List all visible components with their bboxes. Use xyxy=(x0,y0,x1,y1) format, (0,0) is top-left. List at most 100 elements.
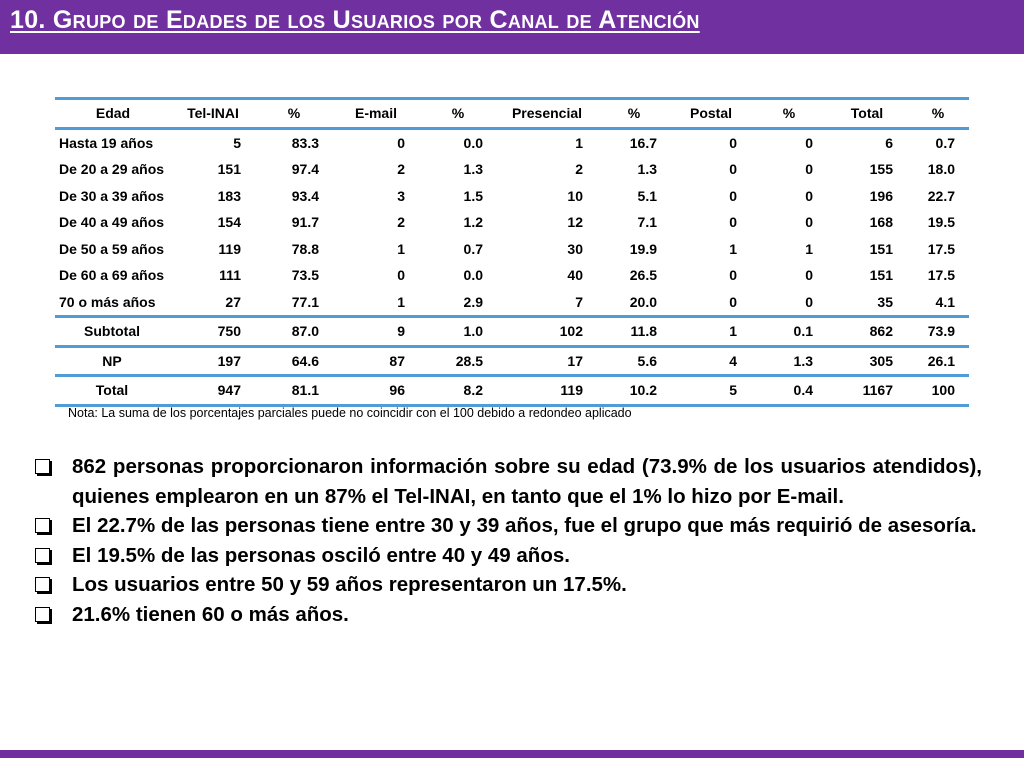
bullet-item: 862 personas proporcionaron información … xyxy=(32,452,982,511)
table-cell: 17 xyxy=(567,352,583,369)
table-cell: 0 xyxy=(729,187,737,204)
table-cell: 0 xyxy=(805,187,813,204)
table-cell: 87 xyxy=(389,352,405,369)
row-label-cell: NP xyxy=(102,352,122,369)
table-cell: 1.2 xyxy=(463,214,483,231)
table-cell: 168 xyxy=(869,214,893,231)
table-cell: 2 xyxy=(397,214,405,231)
table-cell: 2 xyxy=(575,161,583,178)
table-cell: 102 xyxy=(559,323,583,340)
bullet-item: Los usuarios entre 50 y 59 años represen… xyxy=(32,570,982,600)
table-cell: 750 xyxy=(217,323,241,340)
table-cell: 16.7 xyxy=(629,134,657,151)
table-cell: 1167 xyxy=(862,382,893,399)
table-header-cell: % xyxy=(931,105,945,122)
checkbox-bullet-icon xyxy=(35,518,50,533)
table-cell: 5.6 xyxy=(637,352,657,369)
table-cell: 151 xyxy=(869,240,893,257)
table-cell: 1.0 xyxy=(463,323,483,340)
table-row: De 60 a 69 años 111 73.5 0 0.0 40 26.5 0 0 151 17.… xyxy=(55,262,969,289)
checkbox-bullet-icon xyxy=(35,547,50,563)
table-cell: 0 xyxy=(397,267,405,284)
table-cell: 83.3 xyxy=(291,134,319,151)
bullet-text: Los usuarios entre 50 y 59 años represen… xyxy=(72,573,627,596)
table-cell: 119 xyxy=(560,382,583,399)
table-cell: 197 xyxy=(217,352,241,369)
table-cell: 78.8 xyxy=(291,240,319,257)
table-cell: 10 xyxy=(567,187,583,204)
table-row: NP 197 64.6 87 28.5 17 5.6 4 1.3 305 26.1 xyxy=(55,346,969,376)
row-label-cell: De 20 a 29 años xyxy=(59,161,165,178)
bottom-bar xyxy=(0,750,1024,758)
table-cell: 0 xyxy=(397,134,405,151)
bullet-item: 21.6% tienen 60 o más años. xyxy=(32,600,982,630)
table-cell: 183 xyxy=(217,187,241,204)
table-cell: 1 xyxy=(575,134,583,151)
table-header-cell: % xyxy=(287,105,301,122)
table-cell: 0 xyxy=(805,134,813,151)
table-cell: 77.1 xyxy=(291,293,319,310)
table-cell: 100 xyxy=(931,382,955,399)
table-cell: 0.4 xyxy=(793,382,813,399)
bullet-list: 862 personas proporcionaron información … xyxy=(32,452,982,629)
table-cell: 862 xyxy=(869,323,893,340)
table-cell: 8.2 xyxy=(463,382,483,399)
age-channel-table: Edad Tel-INAI% E-mail% Presencial% Postal% To… xyxy=(55,97,969,407)
table-cell: 1.3 xyxy=(637,161,657,178)
table-cell: 7 xyxy=(575,293,583,310)
table-cell: 73.9 xyxy=(927,323,955,340)
table-cell: 22.7 xyxy=(927,187,955,204)
table-cell: 0.0 xyxy=(463,134,483,151)
table-cell: 1 xyxy=(397,240,405,257)
table-cell: 1 xyxy=(729,240,737,257)
checkbox-bullet-icon xyxy=(35,577,50,592)
slide-title: 10. Grupo de Edades de los Usuarios por … xyxy=(10,6,700,34)
table-cell: 0.0 xyxy=(463,267,483,284)
table-cell: 2.9 xyxy=(463,293,483,310)
table-cell: 27 xyxy=(225,293,241,310)
checkbox-bullet-icon xyxy=(35,459,50,474)
table-cell: 0 xyxy=(729,267,737,284)
table-cell: 40 xyxy=(567,267,583,284)
table-header-cell: % xyxy=(627,105,641,122)
table-cell: 12 xyxy=(567,214,583,231)
table-cell: 1 xyxy=(805,240,813,257)
table-cell: 947 xyxy=(217,382,241,399)
bullet-text: El 19.5% de las personas osciló entre 40… xyxy=(72,543,570,567)
table-cell: 111 xyxy=(219,267,241,284)
table-row: De 20 a 29 años 151 97.4 2 1.3 2 1.3 0 0 155 18.0 xyxy=(55,156,969,183)
table-cell: 17.5 xyxy=(927,267,955,284)
table-cell: 4.1 xyxy=(935,293,955,310)
row-label-cell: Total xyxy=(95,382,129,399)
table-cell: 26.1 xyxy=(927,352,955,369)
bullet-item: El 19.5% de las personas osciló entre 40… xyxy=(32,541,982,571)
table-cell: 30 xyxy=(567,240,583,257)
table-cell: 119 xyxy=(218,240,241,257)
age-channel-table-container: Edad Tel-INAI% E-mail% Presencial% Postal% To… xyxy=(55,97,969,407)
table-cell: 196 xyxy=(869,187,893,204)
row-label-cell: Hasta 19 años xyxy=(59,134,154,151)
bullet-text: El 22.7% de las personas tiene entre 30 … xyxy=(72,514,977,537)
table-cell: 73.5 xyxy=(291,267,319,284)
table-cell: 1.5 xyxy=(463,187,483,204)
table-cell: 0 xyxy=(729,293,737,310)
table-cell: 18.0 xyxy=(927,161,955,178)
table-cell: 155 xyxy=(869,161,893,178)
table-cell: 97.4 xyxy=(291,161,319,178)
table-row: De 40 a 49 años 154 91.7 2 1.2 12 7.1 0 0 168 19.5 xyxy=(55,209,969,236)
table-cell: 0 xyxy=(805,267,813,284)
table-cell: 5 xyxy=(233,134,241,151)
table-cell: 5.1 xyxy=(637,187,657,204)
table-cell: 19.5 xyxy=(927,214,955,231)
bullet-text: 862 personas proporcionaron información … xyxy=(72,455,982,508)
table-header-cell: Tel-INAI xyxy=(187,105,239,122)
table-cell: 151 xyxy=(217,161,241,178)
row-label-cell: De 60 a 69 años xyxy=(59,267,165,284)
table-row: 70 o más años 27 77.1 1 2.9 7 20.0 0 0 35 4.1 xyxy=(55,289,969,317)
table-cell: 0.7 xyxy=(463,240,483,257)
table-cell: 93.4 xyxy=(291,187,319,204)
table-header-cell: Total xyxy=(850,105,884,122)
table-cell: 9 xyxy=(397,323,405,340)
row-label-cell: 70 o más años xyxy=(59,293,156,310)
table-header-cell: Edad xyxy=(95,105,131,122)
